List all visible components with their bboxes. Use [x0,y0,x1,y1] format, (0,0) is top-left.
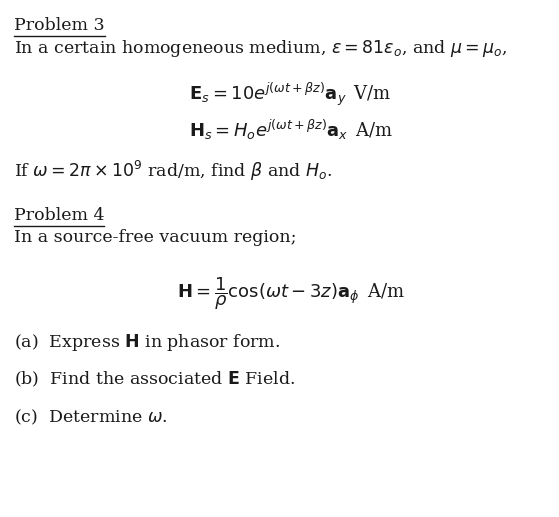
Text: (a)  Express $\mathbf{H}$ in phasor form.: (a) Express $\mathbf{H}$ in phasor form. [14,332,280,353]
Text: $\mathbf{H}_s = H_o e^{j(\omega t + \beta z)}\mathbf{a}_x\,$ A/m: $\mathbf{H}_s = H_o e^{j(\omega t + \bet… [188,118,393,142]
Text: In a source-free vacuum region;: In a source-free vacuum region; [14,229,296,246]
Text: (c)  Determine $\omega$.: (c) Determine $\omega$. [14,407,168,427]
Text: (b)  Find the associated $\mathbf{E}$ Field.: (b) Find the associated $\mathbf{E}$ Fie… [14,370,295,389]
Text: If $\omega = 2\pi \times 10^9$ rad/m, find $\beta$ and $H_o$.: If $\omega = 2\pi \times 10^9$ rad/m, fi… [14,159,332,183]
Text: In a certain homogeneous medium, $\varepsilon = 81\varepsilon_o$, and $\mu = \mu: In a certain homogeneous medium, $\varep… [14,38,508,59]
Text: $\mathbf{E}_s = 10e^{j(\omega t + \beta z)}\mathbf{a}_y\,$ V/m: $\mathbf{E}_s = 10e^{j(\omega t + \beta … [190,80,392,108]
Text: $\mathbf{H} = \dfrac{1}{\rho}\cos(\omega t - 3z)\mathbf{a}_\phi\,$ A/m: $\mathbf{H} = \dfrac{1}{\rho}\cos(\omega… [177,275,405,312]
Text: Problem 3: Problem 3 [14,17,105,34]
Text: Problem 4: Problem 4 [14,207,105,224]
